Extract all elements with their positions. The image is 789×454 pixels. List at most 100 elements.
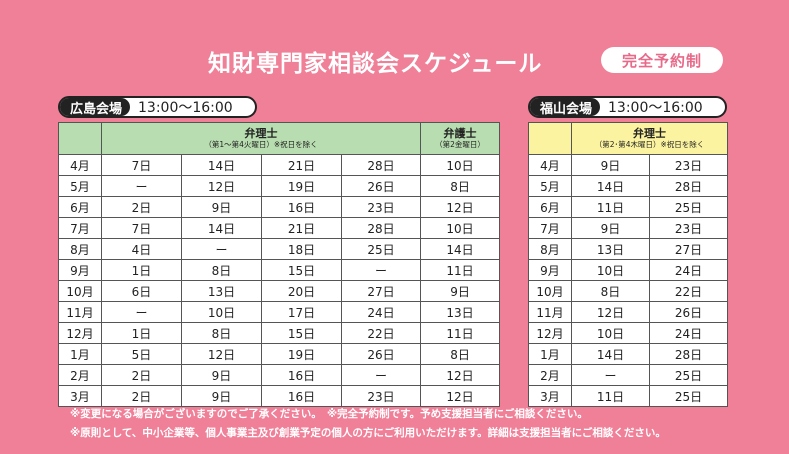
date-cell: 8日 [182,260,262,281]
lawyer-note: （第2金曜日） [421,141,499,150]
date-cell: 18日 [262,239,342,260]
hiroshima-schedule-table: 弁理士 （第1〜第4火曜日）※祝日を除く 弁護士 （第2金曜日） 4月7日14日… [58,122,500,407]
table-row: 12月10日24日 [529,323,728,344]
date-cell: 23日 [342,197,421,218]
date-cell: 7日 [102,155,182,176]
month-cell: 6月 [59,197,102,218]
date-cell: ー [182,239,262,260]
date-cell: 14日 [572,176,650,197]
table-row: 1月14日28日 [529,344,728,365]
table-row: 4月7日14日21日28日10日 [59,155,500,176]
date-cell: 9日 [182,386,262,407]
month-cell: 11月 [59,302,102,323]
date-cell: 11日 [572,197,650,218]
table-row: 6月2日9日16日23日12日 [59,197,500,218]
fukuyama-patent-attorney-title: 弁理士 [572,128,727,141]
reservation-badge: 完全予約制 [601,47,723,73]
table-row: 8月4日ー18日25日14日 [59,239,500,260]
table-row: 2月ー25日 [529,365,728,386]
fukuyama-schedule-table: 弁理士 （第2･第4木曜日）※祝日を除く 4月9日23日5月14日 28日 6月11… [528,122,728,407]
date-cell: 21日 [262,218,342,239]
month-cell: 7月 [59,218,102,239]
date-cell: 27日 [342,281,421,302]
fukuyama-patent-attorney-note: （第2･第4木曜日）※祝日を除く [572,141,727,150]
date-cell: 24日 [650,260,728,281]
table-row: 11月12日26日 [529,302,728,323]
month-cell: 12月 [59,323,102,344]
date-cell: 13日 [182,281,262,302]
date-cell: 12日 [182,344,262,365]
date-cell: 25日 [342,239,421,260]
date-cell: 10日 [421,218,500,239]
patent-attorney-title: 弁理士 [102,128,420,141]
date-cell: 19日 [262,344,342,365]
date-cell: 9日 [572,218,650,239]
date-cell: 5日 [102,344,182,365]
date-cell: 8日 [421,176,500,197]
table-row: 12月1日8日15日22日11日 [59,323,500,344]
date-cell: 9日 [182,365,262,386]
month-cell: 5月 [529,176,572,197]
date-cell: 28日 [650,344,728,365]
date-cell: 11日 [421,323,500,344]
date-cell: 25日 [650,365,728,386]
table-row: 3月11日25日 [529,386,728,407]
month-cell: 8月 [59,239,102,260]
lawyer-header: 弁護士 （第2金曜日） [421,123,500,155]
fukuyama-venue-time: 13:00〜16:00 [600,98,713,116]
month-cell: 5月 [59,176,102,197]
month-cell: 4月 [59,155,102,176]
date-cell: 9日 [421,281,500,302]
date-cell: 15日 [262,260,342,281]
footnote-line: ※原則として、中小企業等、個人事業主及び創業予定の個人の方にご利用いただけます。… [70,424,666,443]
date-cell: 12日 [421,197,500,218]
table-row: 10月8日22日 [529,281,728,302]
table-row: 2月2日9日16日ー12日 [59,365,500,386]
date-cell: 14日 [182,218,262,239]
date-cell: 24日 [342,302,421,323]
date-cell: 28日 [342,218,421,239]
fukuyama-patent-attorney-header: 弁理士 （第2･第4木曜日）※祝日を除く [572,123,728,155]
date-cell: 10日 [182,302,262,323]
month-cell: 4月 [529,155,572,176]
month-cell: 9月 [529,260,572,281]
date-cell: 7日 [102,218,182,239]
month-cell: 7月 [529,218,572,239]
date-cell: 28日 [342,155,421,176]
table-row: 4月9日23日 [529,155,728,176]
table-row: 6月11日25日 [529,197,728,218]
date-cell: 2日 [102,386,182,407]
table-row: 10月6日13日20日27日9日 [59,281,500,302]
table-row: 11月ー10日17日24日13日 [59,302,500,323]
date-cell: ー [342,260,421,281]
date-cell: ー [342,365,421,386]
date-cell: 26日 [650,302,728,323]
month-cell: 3月 [529,386,572,407]
date-cell: 23日 [342,386,421,407]
date-cell: 22日 [342,323,421,344]
date-cell: 22日 [650,281,728,302]
date-cell: 9日 [572,155,650,176]
date-cell: 1日 [102,323,182,344]
date-cell: 6日 [102,281,182,302]
footnotes: ※変更になる場合がございますのでご了承ください。 ※完全予約制です。予め支援担当… [70,405,666,443]
month-cell: 12月 [529,323,572,344]
fukuyama-venue-name: 福山会場 [530,98,600,116]
date-cell: 1日 [102,260,182,281]
date-cell: 26日 [342,344,421,365]
date-cell: 27日 [650,239,728,260]
page-title: 知財専門家相談会スケジュール [208,44,542,78]
month-cell: 1月 [529,344,572,365]
date-cell: 19日 [262,176,342,197]
lawyer-title: 弁護士 [421,128,499,141]
date-cell: 8日 [182,323,262,344]
date-cell: 4日 [102,239,182,260]
date-cell: 10日 [421,155,500,176]
date-cell: 8日 [572,281,650,302]
month-cell: 11月 [529,302,572,323]
table-row: 9月1日8日15日ー11日 [59,260,500,281]
date-cell: 16日 [262,197,342,218]
date-cell: 21日 [262,155,342,176]
month-header [59,123,102,155]
month-cell: 10月 [529,281,572,302]
